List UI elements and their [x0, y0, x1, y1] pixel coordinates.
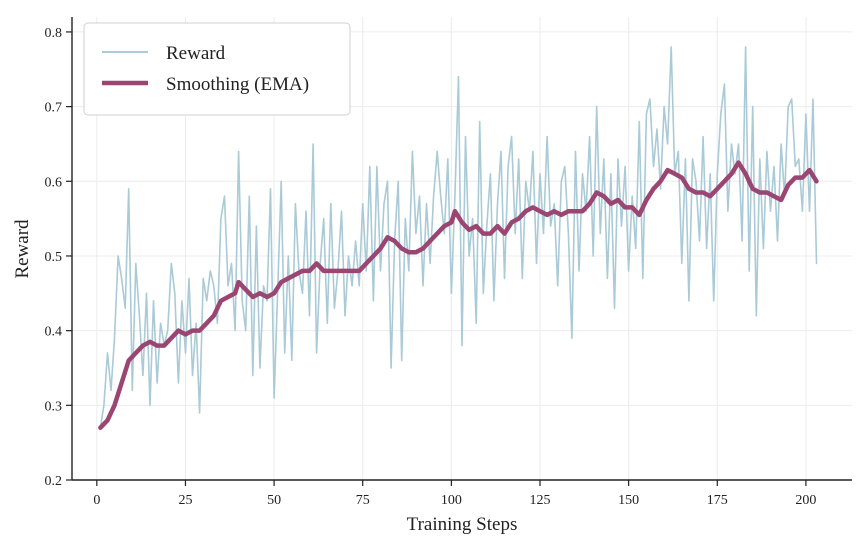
series-lines	[98, 46, 819, 430]
ema-series-line	[98, 160, 819, 430]
x-tick-label: 0	[93, 493, 100, 508]
x-tick-label: 175	[707, 493, 728, 508]
x-axis-title: Training Steps	[407, 514, 518, 535]
y-tick-label: 0.7	[45, 101, 63, 116]
x-tick-label: 200	[795, 493, 816, 508]
y-tick-label: 0.3	[45, 399, 63, 414]
reward-series-line	[99, 46, 818, 429]
axes	[71, 17, 852, 481]
y-axis-title: Reward	[12, 219, 33, 279]
legend-label-reward: Reward	[166, 43, 226, 64]
x-tick-label: 125	[530, 493, 551, 508]
x-tick-label: 50	[267, 493, 281, 508]
y-tick-label: 0.4	[45, 325, 63, 340]
y-tick-label: 0.6	[45, 175, 63, 190]
y-tick-label: 0.8	[45, 26, 63, 41]
ticks: 0 25 50 75 100 125 150 175 200 0.2 0.3 0.4 0.5 0.6 0.7…	[45, 26, 817, 508]
x-tick-label: 75	[356, 493, 370, 508]
legend-label-ema: Smoothing (EMA)	[166, 74, 309, 95]
y-tick-label: 0.2	[45, 474, 63, 489]
x-tick-label: 100	[441, 493, 462, 508]
legend-box	[83, 22, 351, 116]
legend: Reward Smoothing (EMA)	[83, 22, 351, 116]
x-tick-label: 25	[178, 493, 192, 508]
y-tick-label: 0.5	[45, 250, 63, 265]
x-tick-label: 150	[618, 493, 639, 508]
